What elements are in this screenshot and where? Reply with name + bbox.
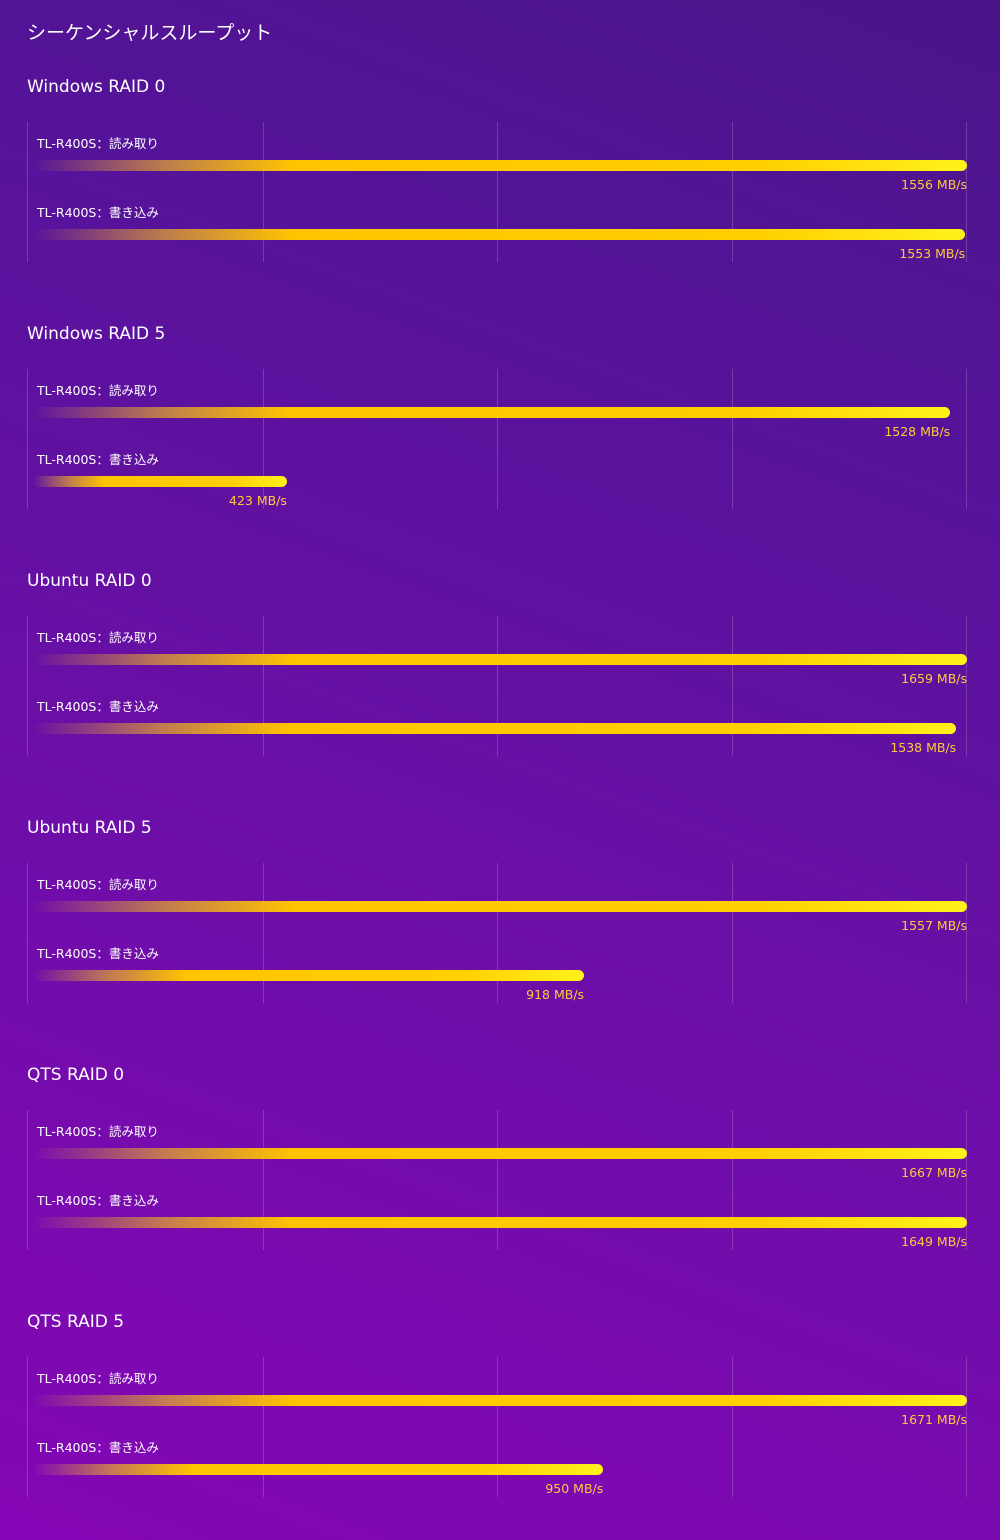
chart-grid — [27, 369, 967, 509]
gridline — [497, 122, 498, 262]
chart-title: Ubuntu RAID 0 — [27, 571, 152, 591]
bar-label: TL-R400S：書き込み — [37, 1193, 159, 1208]
bar-label: TL-R400S：読み取り — [37, 630, 159, 645]
bar-value-label: 1557 MB/s — [901, 918, 967, 933]
gridline — [732, 1110, 733, 1250]
bar-label: TL-R400S：書き込み — [37, 1440, 159, 1455]
gridline — [497, 616, 498, 756]
gridline — [966, 1110, 967, 1250]
bar-label: TL-R400S：書き込み — [37, 205, 159, 220]
bar — [33, 723, 957, 734]
gridline — [732, 1357, 733, 1497]
bar-label: TL-R400S：読み取り — [37, 1371, 159, 1386]
bar — [33, 654, 967, 665]
bar-value-label: 1553 MB/s — [899, 246, 966, 261]
gridline — [966, 369, 967, 509]
gridline — [27, 122, 28, 262]
gridline — [732, 122, 733, 262]
chart-title: QTS RAID 5 — [27, 1312, 125, 1332]
gridline — [966, 122, 967, 262]
page-title: シーケンシャルスループット — [27, 22, 273, 44]
bar — [33, 160, 967, 171]
bar-value-label: 1556 MB/s — [901, 177, 967, 192]
chart-title: Windows RAID 5 — [27, 324, 166, 344]
gridline — [263, 863, 264, 1003]
gridline — [732, 863, 733, 1003]
bar-value-label: 918 MB/s — [526, 987, 585, 1002]
gridline — [263, 1110, 264, 1250]
gridline — [497, 1357, 498, 1497]
gridline — [263, 369, 264, 509]
gridline — [27, 369, 28, 509]
chart-grid — [27, 122, 967, 262]
gridline — [263, 1357, 264, 1497]
gridline — [27, 1110, 28, 1250]
bar-label: TL-R400S：書き込み — [37, 946, 159, 961]
bar-value-label: 1649 MB/s — [901, 1234, 967, 1249]
gridline — [497, 369, 498, 509]
gridline — [263, 616, 264, 756]
gridline — [966, 616, 967, 756]
bar-value-label: 1659 MB/s — [901, 671, 967, 686]
chart-group: QTS RAID 0 TL-R400S：読み取り 1667 MB/s TL-R400S… — [0, 1063, 1000, 1293]
bar-value-label: 950 MB/s — [545, 1481, 604, 1496]
bar — [33, 1217, 967, 1228]
chart-grid — [27, 616, 967, 756]
chart-group: Windows RAID 5 TL-R400S：読み取り 1528 MB/s TL-R… — [0, 322, 1000, 552]
gridline — [497, 863, 498, 1003]
bar-label: TL-R400S：書き込み — [37, 452, 159, 467]
bar — [33, 1464, 604, 1475]
chart-title: QTS RAID 0 — [27, 1065, 125, 1085]
gridline — [497, 1110, 498, 1250]
chart-title: Windows RAID 0 — [27, 77, 166, 97]
gridline — [732, 616, 733, 756]
gridline — [27, 616, 28, 756]
bar-value-label: 1671 MB/s — [901, 1412, 967, 1427]
chart-group: Windows RAID 0 TL-R400S：読み取り 1556 MB/s TL-R… — [0, 75, 1000, 305]
bar — [33, 1395, 967, 1406]
bar-label: TL-R400S：読み取り — [37, 877, 159, 892]
chart-group: Ubuntu RAID 5 TL-R400S：読み取り 1557 MB/s TL-R4… — [0, 816, 1000, 1046]
chart-title: Ubuntu RAID 5 — [27, 818, 152, 838]
bar — [33, 476, 287, 487]
bar-label: TL-R400S：読み取り — [37, 383, 159, 398]
gridline — [27, 1357, 28, 1497]
bar-label: TL-R400S：書き込み — [37, 699, 159, 714]
bar — [33, 970, 585, 981]
bar — [33, 229, 966, 240]
bar-value-label: 1538 MB/s — [890, 740, 957, 755]
bar — [33, 407, 951, 418]
chart-group: Ubuntu RAID 0 TL-R400S：読み取り 1659 MB/s TL-R4… — [0, 569, 1000, 799]
bar-value-label: 1667 MB/s — [901, 1165, 967, 1180]
chart-grid — [27, 1357, 967, 1497]
bar-label: TL-R400S：読み取り — [37, 1124, 159, 1139]
chart-group: QTS RAID 5 TL-R400S：読み取り 1671 MB/s TL-R400S… — [0, 1310, 1000, 1540]
bar — [33, 1148, 967, 1159]
bar — [33, 901, 967, 912]
bar-label: TL-R400S：読み取り — [37, 136, 159, 151]
gridline — [732, 369, 733, 509]
gridline — [966, 1357, 967, 1497]
chart-grid — [27, 863, 967, 1003]
gridline — [27, 863, 28, 1003]
gridline — [966, 863, 967, 1003]
gridline — [263, 122, 264, 262]
bar-value-label: 1528 MB/s — [884, 424, 951, 439]
chart-grid — [27, 1110, 967, 1250]
bar-value-label: 423 MB/s — [229, 493, 287, 508]
